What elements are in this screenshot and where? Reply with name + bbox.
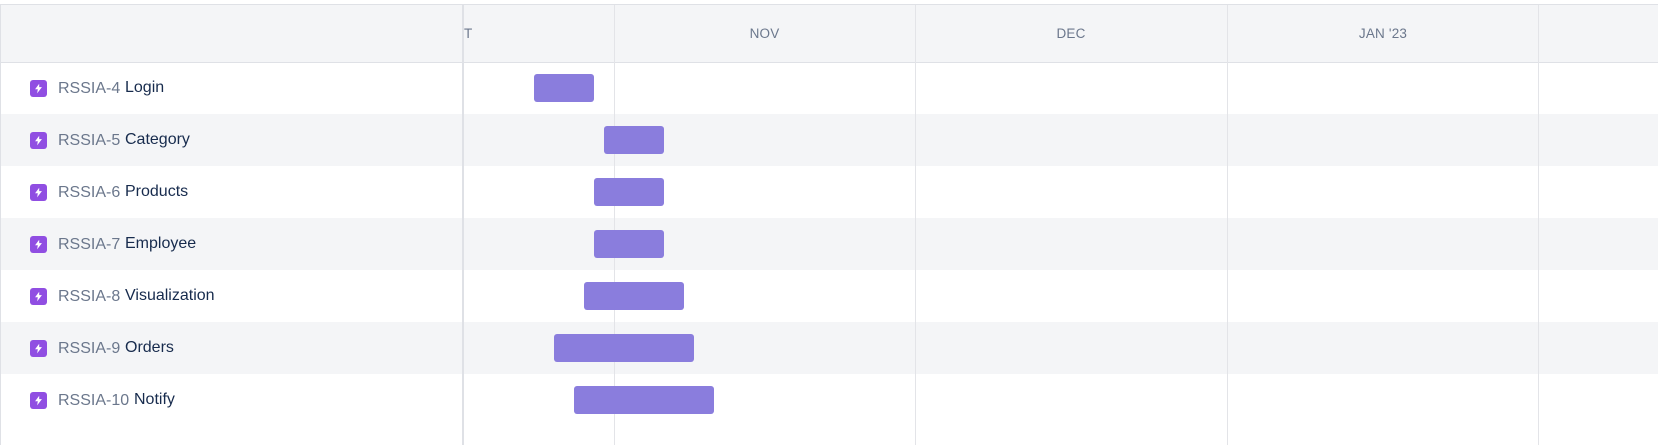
- issue-row-rssia-7[interactable]: RSSIA-7 Employee: [1, 218, 1658, 270]
- month-label-oct: T: [464, 26, 473, 41]
- lightning-bolt-icon: [30, 80, 47, 97]
- issue-summary[interactable]: Notify: [134, 391, 175, 408]
- issue-summary[interactable]: Products: [125, 183, 189, 200]
- issue-summary[interactable]: Visualization: [125, 287, 215, 304]
- timeline-bar-rssia-4[interactable]: [533, 74, 594, 102]
- issue-row-rssia-8[interactable]: RSSIA-8 Visualization: [1, 270, 1658, 322]
- month-divider-feb: [1538, 5, 1539, 445]
- timeline-header: T NOV DEC JAN '23: [1, 5, 1658, 63]
- issue-key[interactable]: RSSIA-10: [58, 392, 130, 409]
- month-divider-nov: [614, 5, 615, 445]
- issue-row-rssia-5[interactable]: RSSIA-5 Category: [1, 114, 1658, 166]
- month-label-dec: DEC: [1056, 26, 1086, 41]
- timeline-bar-rssia-7[interactable]: [593, 230, 665, 258]
- lightning-bolt-icon: [30, 288, 47, 305]
- timeline-bar-rssia-5[interactable]: [603, 126, 665, 154]
- issue-key[interactable]: RSSIA-5: [58, 132, 121, 149]
- issue-row-rssia-6[interactable]: RSSIA-6 Products: [1, 166, 1658, 218]
- issue-key[interactable]: RSSIA-6: [58, 184, 121, 201]
- issue-summary[interactable]: Orders: [125, 339, 174, 356]
- month-divider-jan: [1227, 5, 1228, 445]
- roadmap-timeline: T NOV DEC JAN '23 RSSIA-4 Login RSSIA-5 Cat…: [0, 4, 1658, 445]
- month-label-nov: NOV: [749, 26, 780, 41]
- lightning-bolt-icon: [30, 236, 47, 253]
- issue-summary[interactable]: Employee: [125, 235, 197, 252]
- list-panel-divider[interactable]: [462, 5, 464, 445]
- issue-summary[interactable]: Category: [125, 131, 190, 148]
- month-label-jan: JAN '23: [1358, 26, 1408, 41]
- issue-key[interactable]: RSSIA-8: [58, 288, 121, 305]
- lightning-bolt-icon: [30, 132, 47, 149]
- issue-row-rssia-4[interactable]: RSSIA-4 Login: [1, 62, 1658, 114]
- timeline-bar-rssia-8[interactable]: [583, 282, 685, 310]
- month-divider-dec: [915, 5, 916, 445]
- lightning-bolt-icon: [30, 392, 47, 409]
- timeline-bar-rssia-10[interactable]: [573, 386, 715, 414]
- issue-summary[interactable]: Login: [125, 79, 165, 96]
- issue-key[interactable]: RSSIA-9: [58, 340, 121, 357]
- timeline-bar-rssia-6[interactable]: [593, 178, 665, 206]
- issue-row-rssia-10[interactable]: RSSIA-10 Notify: [1, 374, 1658, 426]
- issue-key[interactable]: RSSIA-7: [58, 236, 121, 253]
- lightning-bolt-icon: [30, 340, 47, 357]
- lightning-bolt-icon: [30, 184, 47, 201]
- timeline-bar-rssia-9[interactable]: [553, 334, 695, 362]
- issue-key[interactable]: RSSIA-4: [58, 80, 121, 97]
- issue-row-rssia-9[interactable]: RSSIA-9 Orders: [1, 322, 1658, 374]
